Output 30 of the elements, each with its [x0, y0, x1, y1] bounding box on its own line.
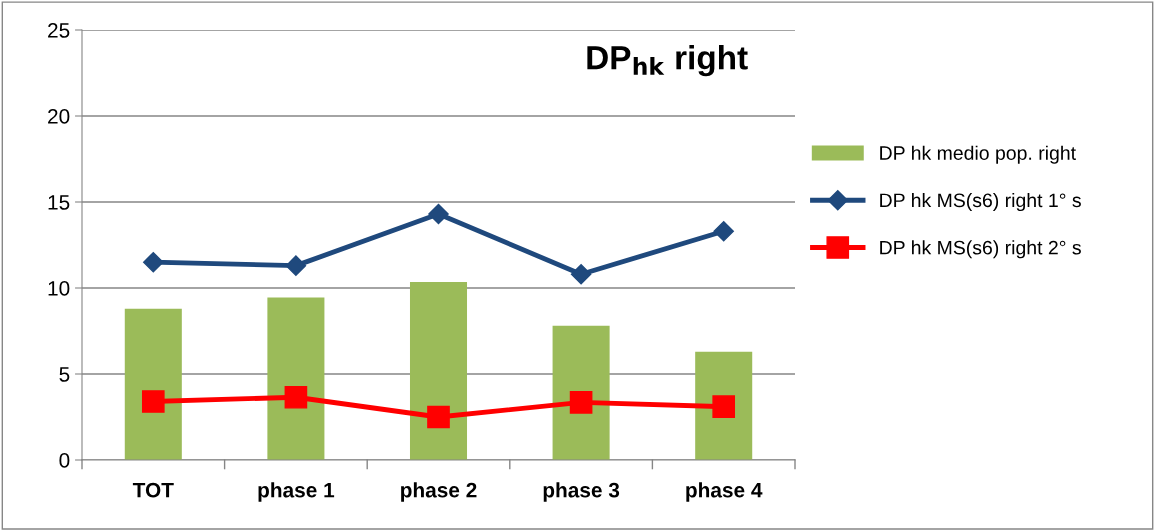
bar	[695, 351, 753, 460]
bar	[267, 297, 325, 460]
x-tick-label: phase 3	[543, 482, 620, 502]
x-tick-label: phase 4	[686, 482, 763, 502]
y-tick-label: 15	[48, 195, 70, 210]
x-tick-label: phase 2	[401, 482, 477, 502]
legend-label: DP hk MS(s6) right 2° s	[880, 240, 1081, 259]
point	[569, 391, 593, 414]
y-tick-label: 5	[59, 367, 70, 382]
point	[428, 203, 449, 225]
legend-label: DP hk MS(s6) right 1° s	[880, 192, 1081, 212]
point	[427, 405, 450, 429]
point	[713, 220, 734, 242]
x-tick-label: phase 1	[258, 482, 335, 502]
bar	[124, 308, 182, 460]
y-tick-label: 10	[48, 281, 70, 296]
legend-label: DP hk medio pop. right	[880, 145, 1076, 164]
point	[141, 390, 165, 413]
point	[285, 255, 307, 276]
point	[284, 385, 308, 409]
point	[712, 395, 736, 419]
chart-title: DP$_{hk}$ right	[587, 45, 748, 77]
bar	[409, 281, 468, 460]
y-tick-label: 20	[48, 109, 70, 124]
y-tick-label: 0	[59, 453, 70, 468]
bar	[552, 325, 610, 460]
point	[143, 251, 164, 273]
x-tick-label: TOT	[132, 482, 174, 498]
y-tick-label: 25	[48, 23, 70, 38]
point	[570, 263, 592, 285]
